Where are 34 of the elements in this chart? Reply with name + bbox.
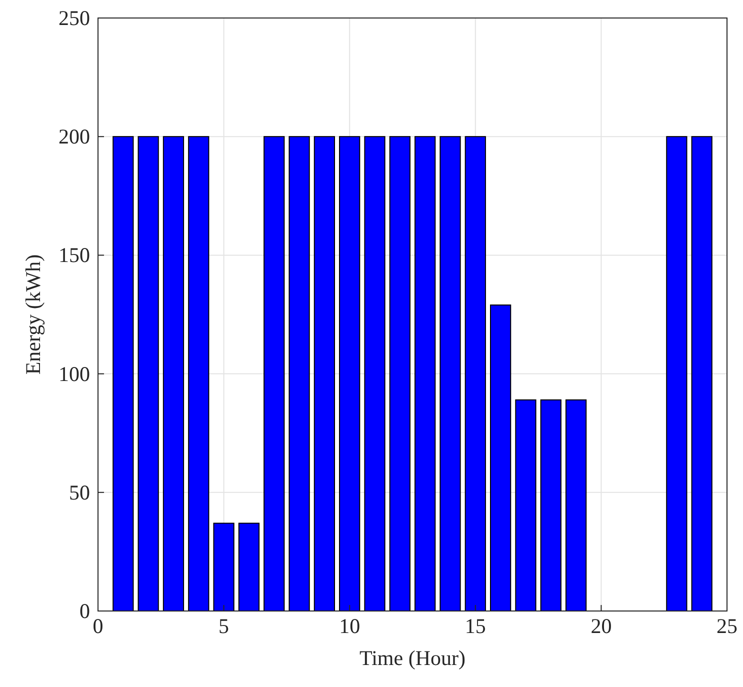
bar [515, 399, 536, 612]
x-tick-label: 5 [218, 614, 230, 638]
bar [288, 136, 310, 612]
bar [490, 304, 512, 612]
bar [540, 399, 562, 612]
bar [213, 522, 234, 612]
bar [464, 136, 486, 612]
y-tick-label: 100 [58, 362, 90, 386]
y-tick-label: 50 [69, 480, 90, 504]
bar [691, 136, 712, 612]
bar [339, 136, 360, 612]
y-tick-label: 150 [58, 243, 90, 268]
y-tick-label: 0 [80, 599, 90, 623]
bar [238, 522, 260, 612]
bar [364, 136, 386, 612]
bar [389, 136, 410, 612]
bar [314, 136, 336, 612]
bar [440, 136, 461, 612]
y-tick-label: 200 [58, 124, 90, 149]
x-tick-label: 15 [464, 614, 486, 638]
bar [138, 136, 159, 612]
bar [414, 136, 436, 612]
bar [666, 136, 688, 612]
bar [112, 136, 134, 612]
bar [264, 136, 285, 612]
y-axis-title: Energy (kWh) [21, 254, 45, 375]
bar [188, 136, 210, 612]
x-tick-label: 20 [590, 614, 612, 638]
bar [565, 399, 587, 612]
x-tick-label: 25 [716, 614, 738, 638]
y-tick-label: 250 [58, 6, 90, 30]
bar [162, 136, 184, 612]
x-tick-label: 10 [339, 614, 360, 638]
x-axis-title: Time (Hour) [360, 646, 466, 670]
